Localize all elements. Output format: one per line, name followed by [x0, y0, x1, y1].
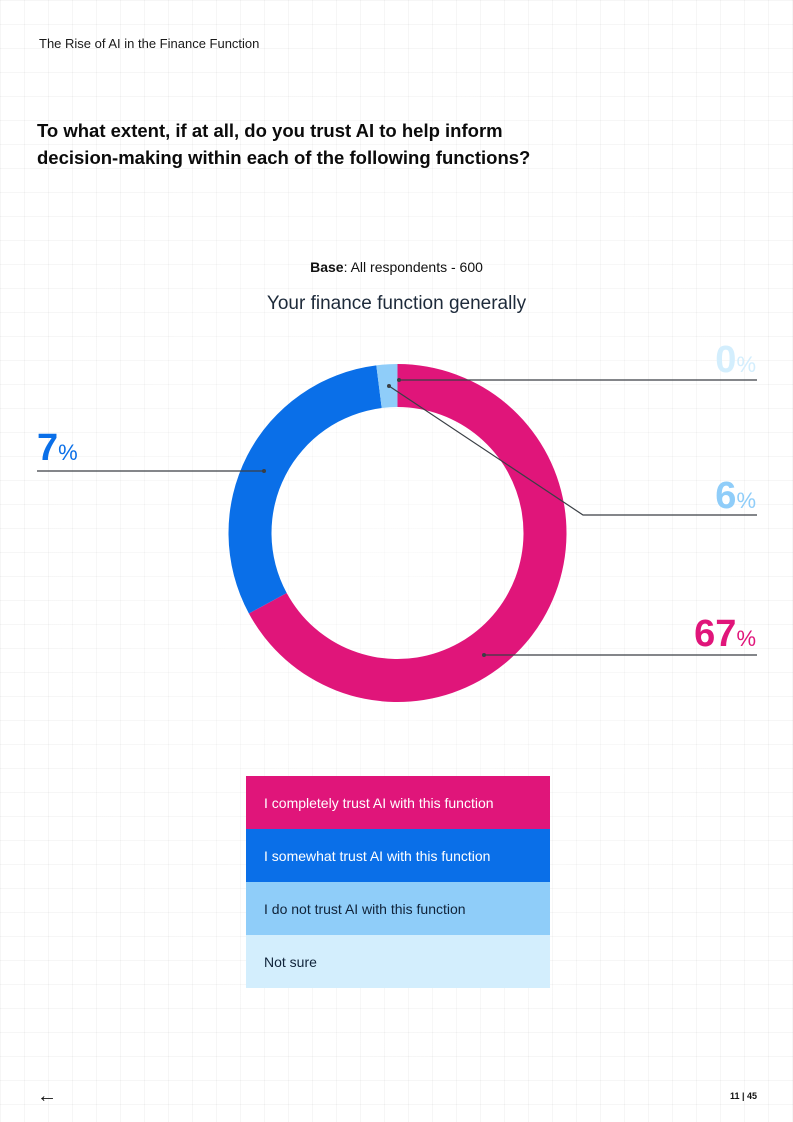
chart-legend: I completely trust AI with this function… [246, 776, 550, 988]
label-completely-trust: 67% [694, 614, 756, 659]
survey-question: To what extent, if at all, do you trust … [37, 117, 597, 171]
arc-somewhat-trust [228, 365, 382, 614]
legend-item-completely-trust: I completely trust AI with this function [246, 776, 550, 829]
legend-item-somewhat-trust: I somewhat trust AI with this function [246, 829, 550, 882]
base-note: Base: All respondents - 600 [0, 259, 793, 275]
question-line-1: To what extent, if at all, do you trust … [37, 120, 503, 141]
label-do-not-trust: 6% [715, 476, 756, 521]
legend-label: I do not trust AI with this function [264, 900, 466, 917]
donut-arcs [228, 364, 567, 703]
question-line-2: decision-making within each of the follo… [37, 147, 531, 168]
legend-label: I completely trust AI with this function [264, 794, 494, 811]
leader-line-do-not-trust-dot [387, 384, 391, 388]
label-somewhat-trust: 7% [37, 428, 78, 473]
label-not-sure: 0% [715, 340, 756, 385]
leader-line-not-sure-dot [397, 378, 401, 382]
arrow-left-icon[interactable]: ← [37, 1085, 57, 1107]
label-value: 7 [37, 427, 59, 469]
arc-do-not-trust [376, 364, 398, 408]
label-percent-sign: % [736, 488, 756, 513]
legend-item-not-sure: Not sure [246, 935, 550, 988]
leader-line-somewhat-trust-dot [262, 469, 266, 473]
leader-line-completely-trust-dot [482, 653, 486, 657]
legend-label: Not sure [264, 953, 317, 970]
label-value: 0 [715, 339, 737, 381]
base-label: Base [310, 259, 344, 275]
label-percent-sign: % [58, 440, 78, 465]
label-percent-sign: % [736, 626, 756, 651]
label-value: 67 [694, 613, 737, 655]
legend-label: I somewhat trust AI with this function [264, 847, 491, 864]
page-number: 11 | 45 [729, 1091, 757, 1101]
legend-item-do-not-trust: I do not trust AI with this function [246, 882, 550, 935]
base-text: : All respondents - 600 [343, 259, 483, 275]
label-value: 6 [715, 475, 737, 517]
leader-line-do-not-trust [388, 385, 757, 516]
document-title: The Rise of AI in the Finance Function [39, 36, 260, 51]
label-percent-sign: % [736, 352, 756, 377]
leader-lines [37, 378, 757, 657]
chart-title: Your finance function generally [266, 293, 527, 314]
